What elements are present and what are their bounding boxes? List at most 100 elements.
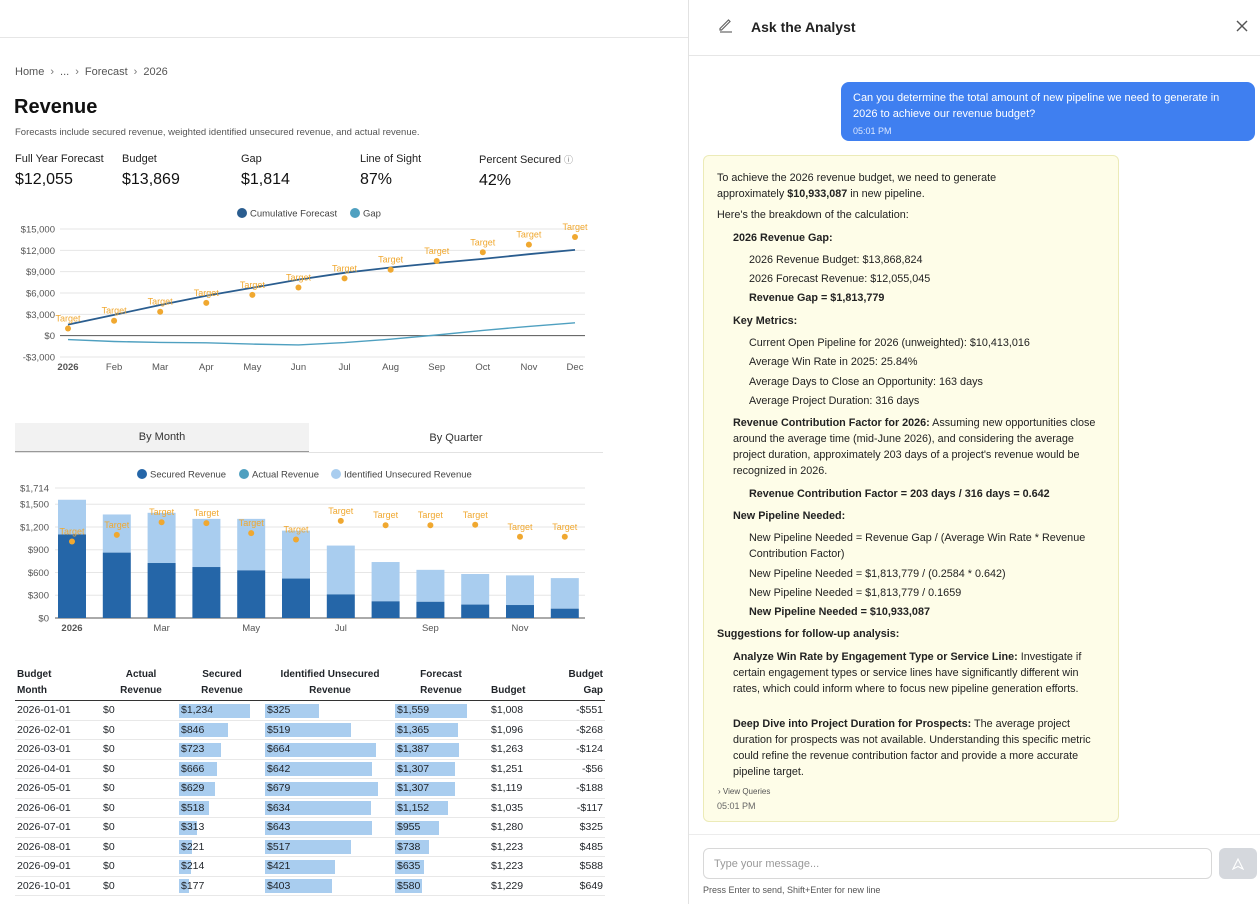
cell-forecast: $1,387: [395, 742, 487, 757]
cell-budget: $1,223: [491, 840, 524, 853]
cell-secured: $313: [179, 820, 265, 835]
kpi-label: Gap: [241, 153, 262, 165]
cell-budget: $1,251: [491, 762, 524, 775]
x-tick-label: Sep: [428, 362, 445, 373]
response-heading: New Pipeline Needed:: [733, 510, 846, 522]
cell-actual: $0: [103, 879, 115, 892]
legend-swatch: [239, 469, 249, 479]
target-label: Target: [240, 280, 266, 290]
bar-secured: [550, 608, 579, 618]
cell-budget: $1,223: [491, 860, 524, 873]
bar-secured: [506, 605, 534, 618]
bar-unsecured: [371, 562, 400, 602]
target-label: Target: [470, 237, 496, 247]
cell-forecast: $635: [395, 859, 487, 874]
page-title: Revenue: [14, 96, 98, 118]
value-bar: [265, 762, 372, 777]
cell-budget: $1,035: [491, 801, 524, 814]
cell-forecast: $1,307: [395, 781, 487, 796]
value-bar: [179, 840, 192, 855]
cell-secured: $723: [179, 742, 265, 757]
kpi-label-wrap: Percent Secured ⓘ: [479, 153, 573, 166]
target-point: [561, 533, 568, 540]
cell-forecast: $738: [395, 839, 487, 855]
x-tick-label: Jul: [335, 623, 347, 634]
value-bar: [179, 742, 221, 757]
page-subtitle: Forecasts include secured revenue, weigh…: [15, 127, 420, 138]
x-tick-label: Sep: [422, 623, 439, 634]
response-line: 2026 Revenue Budget: $13,868,824: [749, 254, 923, 266]
table-row: 2026-06-01 $0 $518 $634 $1,152 $1,035 -$117: [15, 799, 605, 818]
series-line-cumulative-forecast: [67, 249, 576, 326]
y-tick-label: $15,000: [21, 225, 55, 236]
bar-unsecured: [506, 575, 534, 606]
header-unsecured-revenue[interactable]: Identified Unsecured Revenue: [265, 668, 395, 700]
breadcrumb-forecast[interactable]: Forecast: [84, 66, 128, 78]
cell-value: $1,307: [397, 762, 430, 775]
target-point: [525, 241, 532, 248]
cell-unsecured: $664: [265, 742, 395, 757]
header-budget-month[interactable]: Budget Month: [15, 668, 101, 700]
header-secured-revenue[interactable]: Secured Revenue: [179, 668, 265, 700]
response-paragraph: Revenue Contribution Factor for 2026: As…: [733, 417, 1096, 477]
value-bar: [179, 801, 209, 816]
header-actual-revenue[interactable]: Actual Revenue: [101, 668, 179, 700]
cell-actual: $0: [103, 743, 115, 756]
kpi-line-of-sight: Line of Sight 87%: [360, 153, 421, 189]
cell-value: $177: [181, 879, 205, 892]
table-row: 2026-03-01 $0 $723 $664 $1,387 $1,263 -$124: [15, 740, 605, 760]
target-label: Target: [418, 510, 444, 520]
kpi-label: Full Year Forecast: [15, 153, 104, 165]
user-message: Can you determine the total amount of ne…: [841, 82, 1255, 141]
x-tick-label: Jul: [338, 362, 350, 373]
cell-secured: $214: [179, 859, 265, 874]
info-icon[interactable]: ⓘ: [563, 155, 573, 165]
tab-by-month[interactable]: By Month: [15, 423, 309, 452]
value-bar: [265, 820, 372, 835]
cell-value: $846: [181, 723, 205, 736]
chat-title: Ask the Analyst: [751, 19, 856, 35]
cell-month: 2026-05-01: [17, 782, 71, 795]
breadcrumb-home[interactable]: Home: [15, 66, 45, 78]
breadcrumb-ellipsis[interactable]: ...: [60, 66, 70, 78]
kpi-percent-secured: Percent Secured ⓘ 42%: [479, 153, 573, 190]
header-budget-gap[interactable]: Budget Gap: [545, 668, 605, 700]
target-label: Target: [102, 306, 128, 316]
target-label: Target: [562, 222, 588, 232]
revenue-table: Budget Month Actual Revenue Secured Revenue…: [15, 668, 605, 896]
view-queries-toggle[interactable]: › View Queries: [718, 787, 770, 796]
value-bar: [395, 820, 440, 835]
pencil-icon[interactable]: [717, 15, 735, 33]
table-row: 2026-02-01 $0 $846 $519 $1,365 $1,096 -$268: [15, 721, 605, 740]
value-bar: [265, 781, 378, 796]
value-bar: [265, 801, 371, 816]
bar-secured: [461, 604, 490, 618]
header-forecast-revenue[interactable]: Forecast Revenue: [395, 668, 487, 700]
table-row: 2026-09-01 $0 $214 $421 $635 $1,223 $588: [15, 857, 605, 877]
cell-secured: $846: [179, 722, 265, 738]
close-icon[interactable]: [1235, 19, 1249, 33]
kpi-value: 87%: [360, 171, 393, 188]
target-point: [158, 519, 165, 526]
chevron-right-icon: ›: [75, 66, 79, 78]
cell-forecast: $1,559: [395, 703, 487, 718]
header-text: Budget Gap: [568, 669, 603, 696]
tab-by-quarter[interactable]: By Quarter: [429, 431, 483, 444]
header-text: Actual Revenue: [120, 669, 162, 696]
header-budget[interactable]: Budget: [487, 668, 545, 700]
cell-value: $517: [267, 840, 291, 853]
kpi-gap: Gap $1,814: [241, 153, 290, 189]
target-point: [203, 520, 210, 527]
cell-budget: $1,119: [491, 782, 523, 795]
response-paragraph: Deep Dive into Project Duration for Pros…: [733, 718, 1091, 778]
cell-budget: $1,008: [491, 704, 524, 717]
send-button[interactable]: [1219, 848, 1257, 879]
header-text: Secured Revenue: [201, 669, 243, 696]
response-line: Here's the breakdown of the calculation:: [717, 209, 909, 221]
target-label: Target: [507, 522, 533, 532]
cell-month: 2026-08-01: [17, 840, 71, 853]
target-label: Target: [286, 273, 312, 283]
message-input[interactable]: [703, 848, 1212, 879]
kpi-value: $12,055: [15, 171, 73, 188]
y-tick-label: $0: [44, 331, 55, 342]
